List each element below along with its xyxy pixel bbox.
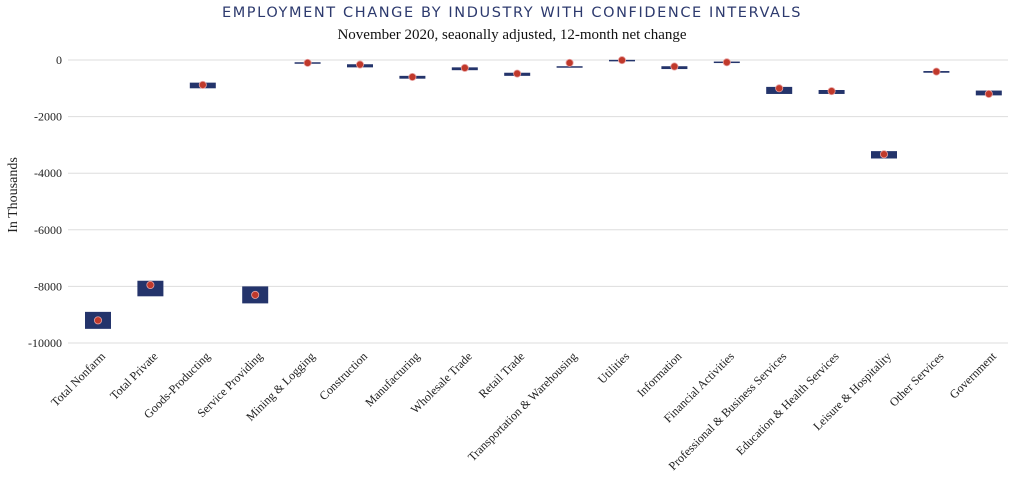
y-tick-label: -2000 <box>34 110 62 124</box>
y-tick-label: -8000 <box>34 279 62 293</box>
point-estimate <box>94 316 103 325</box>
point-estimate <box>618 56 627 65</box>
category-label: Utilities <box>595 349 632 386</box>
interval-layer <box>85 59 1002 329</box>
point-estimate <box>198 80 207 89</box>
point-estimate <box>303 58 312 67</box>
category-label: Education & Health Services <box>733 349 842 458</box>
point-estimate <box>355 60 364 69</box>
category-label: Government <box>947 349 1000 402</box>
point-estimate <box>827 87 836 96</box>
point-estimate <box>984 89 993 98</box>
category-label: Information <box>634 349 684 399</box>
category-label: Total Nonfarm <box>48 349 108 409</box>
category-label: Retail Trade <box>476 349 528 401</box>
point-estimate <box>513 69 522 78</box>
category-label: Other Services <box>886 349 946 409</box>
y-axis-label: In Thousands <box>6 157 21 233</box>
grid-layer <box>68 59 1008 344</box>
point-estimate <box>251 290 260 299</box>
point-estimate <box>880 150 889 159</box>
point-estimate <box>932 67 941 76</box>
point-layer <box>94 56 993 325</box>
point-estimate <box>722 58 731 67</box>
y-tick-label: 0 <box>56 53 62 67</box>
chart-title: EMPLOYMENT CHANGE BY INDUSTRY WITH CONFI… <box>221 5 803 21</box>
chart-subtitle: November 2020, seaonally adjusted, 12-mo… <box>337 27 687 43</box>
y-tick-label: -4000 <box>34 166 62 180</box>
y-tick-label: -6000 <box>34 223 62 237</box>
point-estimate <box>670 62 679 71</box>
category-label: Construction <box>316 349 370 403</box>
point-estimate <box>146 280 155 289</box>
confidence-interval-bar <box>556 66 583 68</box>
point-estimate <box>565 58 574 67</box>
category-label: Transportation & Warehousing <box>465 349 580 464</box>
point-estimate <box>460 63 469 72</box>
point-estimate <box>775 84 784 93</box>
y-tick-label: -10000 <box>28 336 62 350</box>
category-label: Total Private <box>107 349 160 402</box>
point-estimate <box>408 72 417 81</box>
